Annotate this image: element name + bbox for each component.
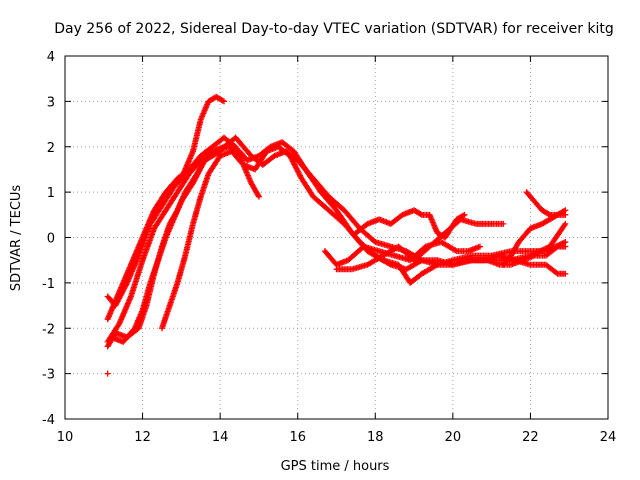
plot-data xyxy=(104,93,569,377)
series-trace-5 xyxy=(104,148,224,350)
y-tick-label: 1 xyxy=(47,186,55,201)
y-axis-label: SDTVAR / TECUs xyxy=(9,185,24,292)
x-axis-label: GPS time / hours xyxy=(281,459,390,474)
y-tick-label: -3 xyxy=(42,368,55,383)
y-tick-label: 2 xyxy=(47,141,55,156)
x-tick-label: 20 xyxy=(445,430,462,445)
series-trace-7 xyxy=(333,216,507,273)
y-tick-label: -2 xyxy=(42,322,55,337)
series-trace-11 xyxy=(523,189,569,218)
y-tick-label: 3 xyxy=(47,95,55,110)
y-tick-label: 4 xyxy=(47,50,55,65)
data-point xyxy=(562,270,569,277)
x-tick-label: 10 xyxy=(57,430,74,445)
data-point xyxy=(562,211,569,218)
chart-title: Day 256 of 2022, Sidereal Day-to-day VTE… xyxy=(54,21,614,37)
grid xyxy=(65,56,608,419)
y-tick-label: -1 xyxy=(42,277,55,292)
data-point xyxy=(460,212,467,219)
data-point xyxy=(553,244,560,251)
x-tick-label: 18 xyxy=(367,430,384,445)
x-tick-label: 24 xyxy=(600,430,617,445)
data-point xyxy=(561,222,568,229)
data-point xyxy=(104,370,111,377)
data-point xyxy=(255,193,262,200)
data-point xyxy=(215,149,222,156)
series-trace-3 xyxy=(104,134,569,345)
data-point xyxy=(500,220,507,227)
data-point xyxy=(562,243,569,250)
series-trace-4 xyxy=(108,139,569,345)
x-tick-label: 12 xyxy=(134,430,151,445)
x-tick-label: 16 xyxy=(289,430,306,445)
data-point xyxy=(461,211,468,218)
series-trace-1 xyxy=(104,93,228,309)
series-trace-13 xyxy=(104,370,111,377)
data-point xyxy=(553,269,560,276)
data-point xyxy=(477,243,484,250)
y-tick-label: -4 xyxy=(42,413,55,428)
x-tick-label: 22 xyxy=(522,430,539,445)
y-tick-label: 0 xyxy=(47,232,55,247)
data-point xyxy=(562,220,569,227)
series-trace-6 xyxy=(158,143,569,332)
data-point xyxy=(417,211,424,218)
series-trace-12 xyxy=(473,243,569,268)
series-trace-9 xyxy=(321,239,484,268)
x-tick-label: 14 xyxy=(212,430,229,445)
data-point xyxy=(545,211,552,218)
series-trace-8 xyxy=(352,207,468,241)
data-point xyxy=(219,97,226,104)
data-point xyxy=(221,98,228,105)
